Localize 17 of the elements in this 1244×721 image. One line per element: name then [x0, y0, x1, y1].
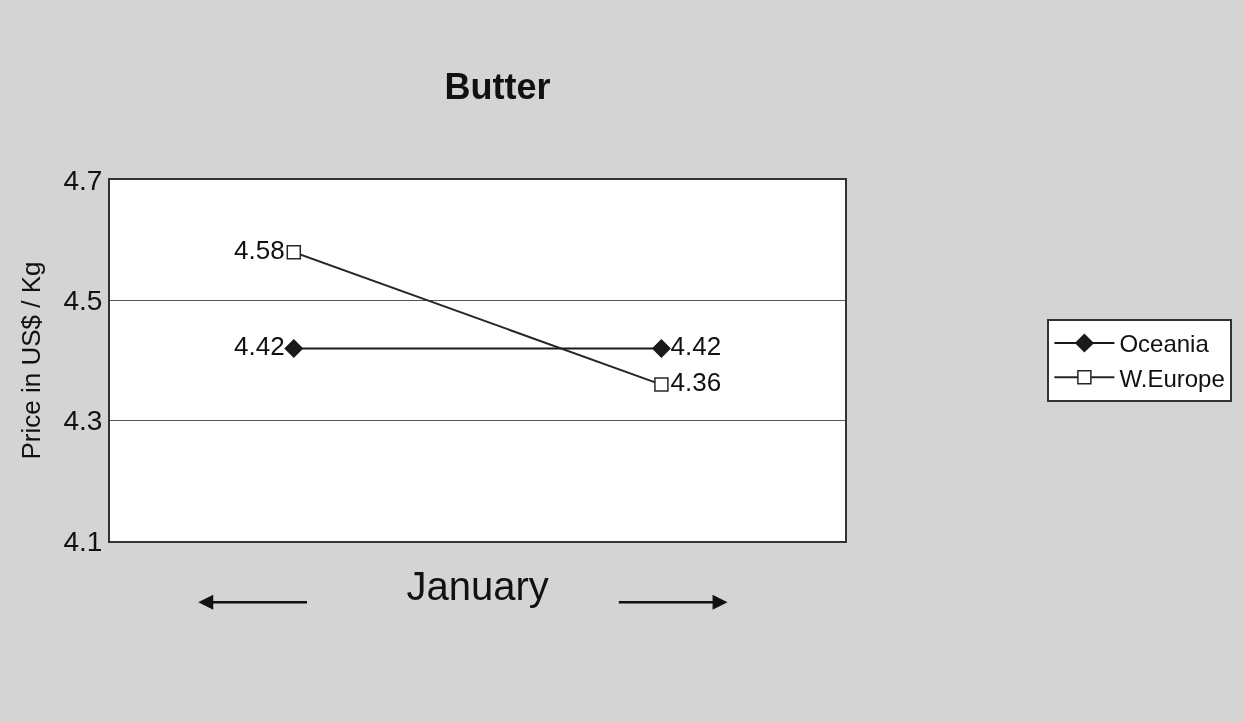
data-label: 4.42 — [234, 330, 285, 361]
point — [284, 339, 303, 358]
y-tick-label: 4.5 — [63, 285, 103, 317]
y-tick-label: 4.1 — [63, 525, 103, 557]
x-axis-title: January — [406, 564, 549, 608]
legend-label: W.Europe — [1119, 364, 1225, 392]
point — [286, 244, 302, 260]
point — [652, 339, 671, 358]
legend-label: Oceania — [1119, 330, 1210, 358]
data-label: 4.36 — [670, 367, 722, 398]
point — [654, 377, 669, 392]
y-tick-label: 4.7 — [63, 164, 103, 196]
y-axis-title: Price in US$ / Kg — [16, 261, 47, 460]
y-tick-label: 4.3 — [63, 405, 103, 437]
chart-title: Butter — [444, 66, 551, 108]
data-label: 4.42 — [670, 330, 722, 361]
data-label: 4.58 — [234, 234, 285, 265]
